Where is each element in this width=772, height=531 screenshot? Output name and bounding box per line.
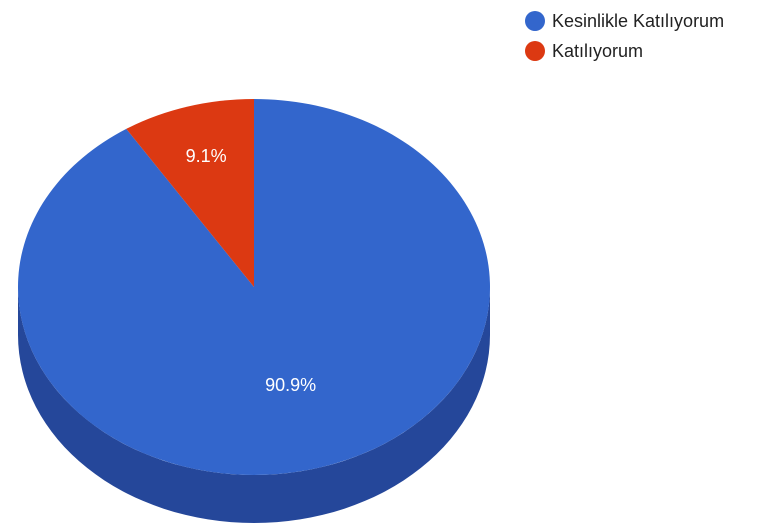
pie-label-katiliyorum: 9.1% (186, 146, 227, 166)
pie-side-kesinlikle-katiliyorum (18, 287, 490, 523)
legend-label-katiliyorum: Katılıyorum (552, 40, 644, 61)
pie-label-kesinlikle-katiliyorum: 90.9% (265, 375, 316, 395)
legend: Kesinlikle Katılıyorum Katılıyorum (525, 6, 724, 66)
legend-item-katiliyorum[interactable]: Katılıyorum (525, 36, 724, 66)
legend-label-kesinlikle-katiliyorum: Kesinlikle Katılıyorum (552, 10, 725, 31)
pie-labels-layer: 90.9% 9.1% (186, 146, 317, 395)
pie-slice-kesinlikle-katiliyorum[interactable] (17, 99, 490, 476)
pie-side-layer (18, 287, 490, 523)
pie-slice-katiliyorum[interactable] (126, 99, 254, 287)
legend-swatch-katiliyorum (525, 41, 545, 61)
pie-top-layer (17, 99, 490, 476)
legend-item-kesinlikle-katiliyorum[interactable]: Kesinlikle Katılıyorum (525, 6, 724, 36)
legend-swatch-kesinlikle-katiliyorum (525, 11, 545, 31)
